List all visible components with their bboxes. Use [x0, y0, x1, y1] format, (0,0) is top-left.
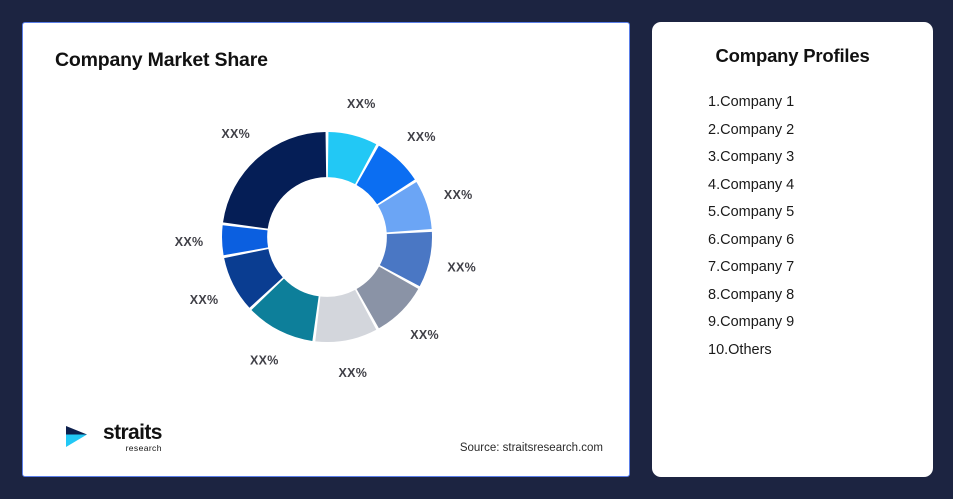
list-item[interactable]: 3.Company 3	[708, 149, 795, 165]
company-profiles-list: 1.Company 1 2.Company 2 3.Company 3 4.Compa…	[708, 89, 933, 364]
chart-title: Company Market Share	[55, 49, 268, 71]
list-item[interactable]: 6.Company 6	[708, 231, 795, 248]
donut-chart-svg: XX% XX% XX% XX% XX% XX% XX% XX% XX% XX%	[175, 97, 476, 380]
straits-research-logo: straits research	[63, 420, 162, 454]
logo-subtitle: research	[125, 442, 162, 453]
list-item[interactable]: 2.Company 2	[708, 121, 795, 138]
donut-slice[interactable]	[327, 132, 377, 185]
donut-slice[interactable]	[223, 132, 327, 229]
list-item[interactable]: 5.Company 5	[708, 204, 795, 220]
donut-slice[interactable]	[222, 225, 269, 256]
source-caption: Source: straitsresearch.com	[459, 442, 603, 454]
donut-slice[interactable]	[356, 145, 415, 205]
straits-arrow-icon	[66, 426, 87, 447]
logo-wordmark: straits	[103, 420, 162, 444]
list-item[interactable]: 8.Company 8	[708, 286, 795, 303]
logo-text-block: straits research	[103, 422, 162, 453]
slice-label: XX%	[221, 127, 250, 141]
slice-label: XX%	[190, 293, 219, 307]
list-item[interactable]: 1.Company 1	[708, 94, 795, 110]
company-profiles-card: Company Profiles 1.Company 1 2.Company 2 3…	[652, 22, 933, 477]
slice-label: XX%	[444, 188, 473, 202]
donut-slice[interactable]	[379, 231, 432, 287]
donut-slice[interactable]	[251, 278, 319, 341]
slice-label: XX%	[175, 235, 204, 249]
donut-chart: XX% XX% XX% XX% XX% XX% XX% XX% XX% XX%	[23, 57, 631, 427]
donut-slice[interactable]	[356, 266, 419, 329]
slice-label: XX%	[339, 366, 368, 380]
profiles-title: Company Profiles	[715, 45, 870, 66]
slice-label: XX%	[250, 353, 279, 367]
slice-label: XX%	[407, 130, 436, 144]
donut-slice[interactable]	[315, 289, 377, 343]
donut-slice[interactable]	[377, 181, 432, 233]
market-share-card: Company Market Share XX% XX% XX% XX% XX% XX% X…	[22, 22, 630, 477]
slice-label: XX%	[447, 261, 476, 275]
list-item[interactable]: 10.Others	[708, 341, 772, 358]
list-item[interactable]: 7.Company 7	[708, 259, 795, 275]
list-item[interactable]: 9.Company 9	[708, 314, 795, 330]
list-item[interactable]: 4.Company 4	[708, 176, 795, 193]
slice-label: XX%	[410, 328, 439, 342]
slice-label: XX%	[347, 97, 376, 111]
donut-slice[interactable]	[224, 249, 283, 308]
